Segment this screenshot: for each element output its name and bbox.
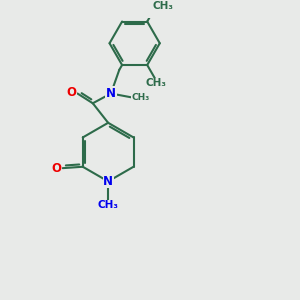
- Text: CH₃: CH₃: [98, 200, 118, 210]
- Text: O: O: [66, 85, 76, 99]
- Text: N: N: [103, 175, 113, 188]
- Text: O: O: [52, 162, 61, 175]
- Text: N: N: [106, 87, 116, 100]
- Text: CH₃: CH₃: [153, 1, 174, 10]
- Text: CH₃: CH₃: [132, 93, 150, 102]
- Text: CH₃: CH₃: [146, 78, 167, 88]
